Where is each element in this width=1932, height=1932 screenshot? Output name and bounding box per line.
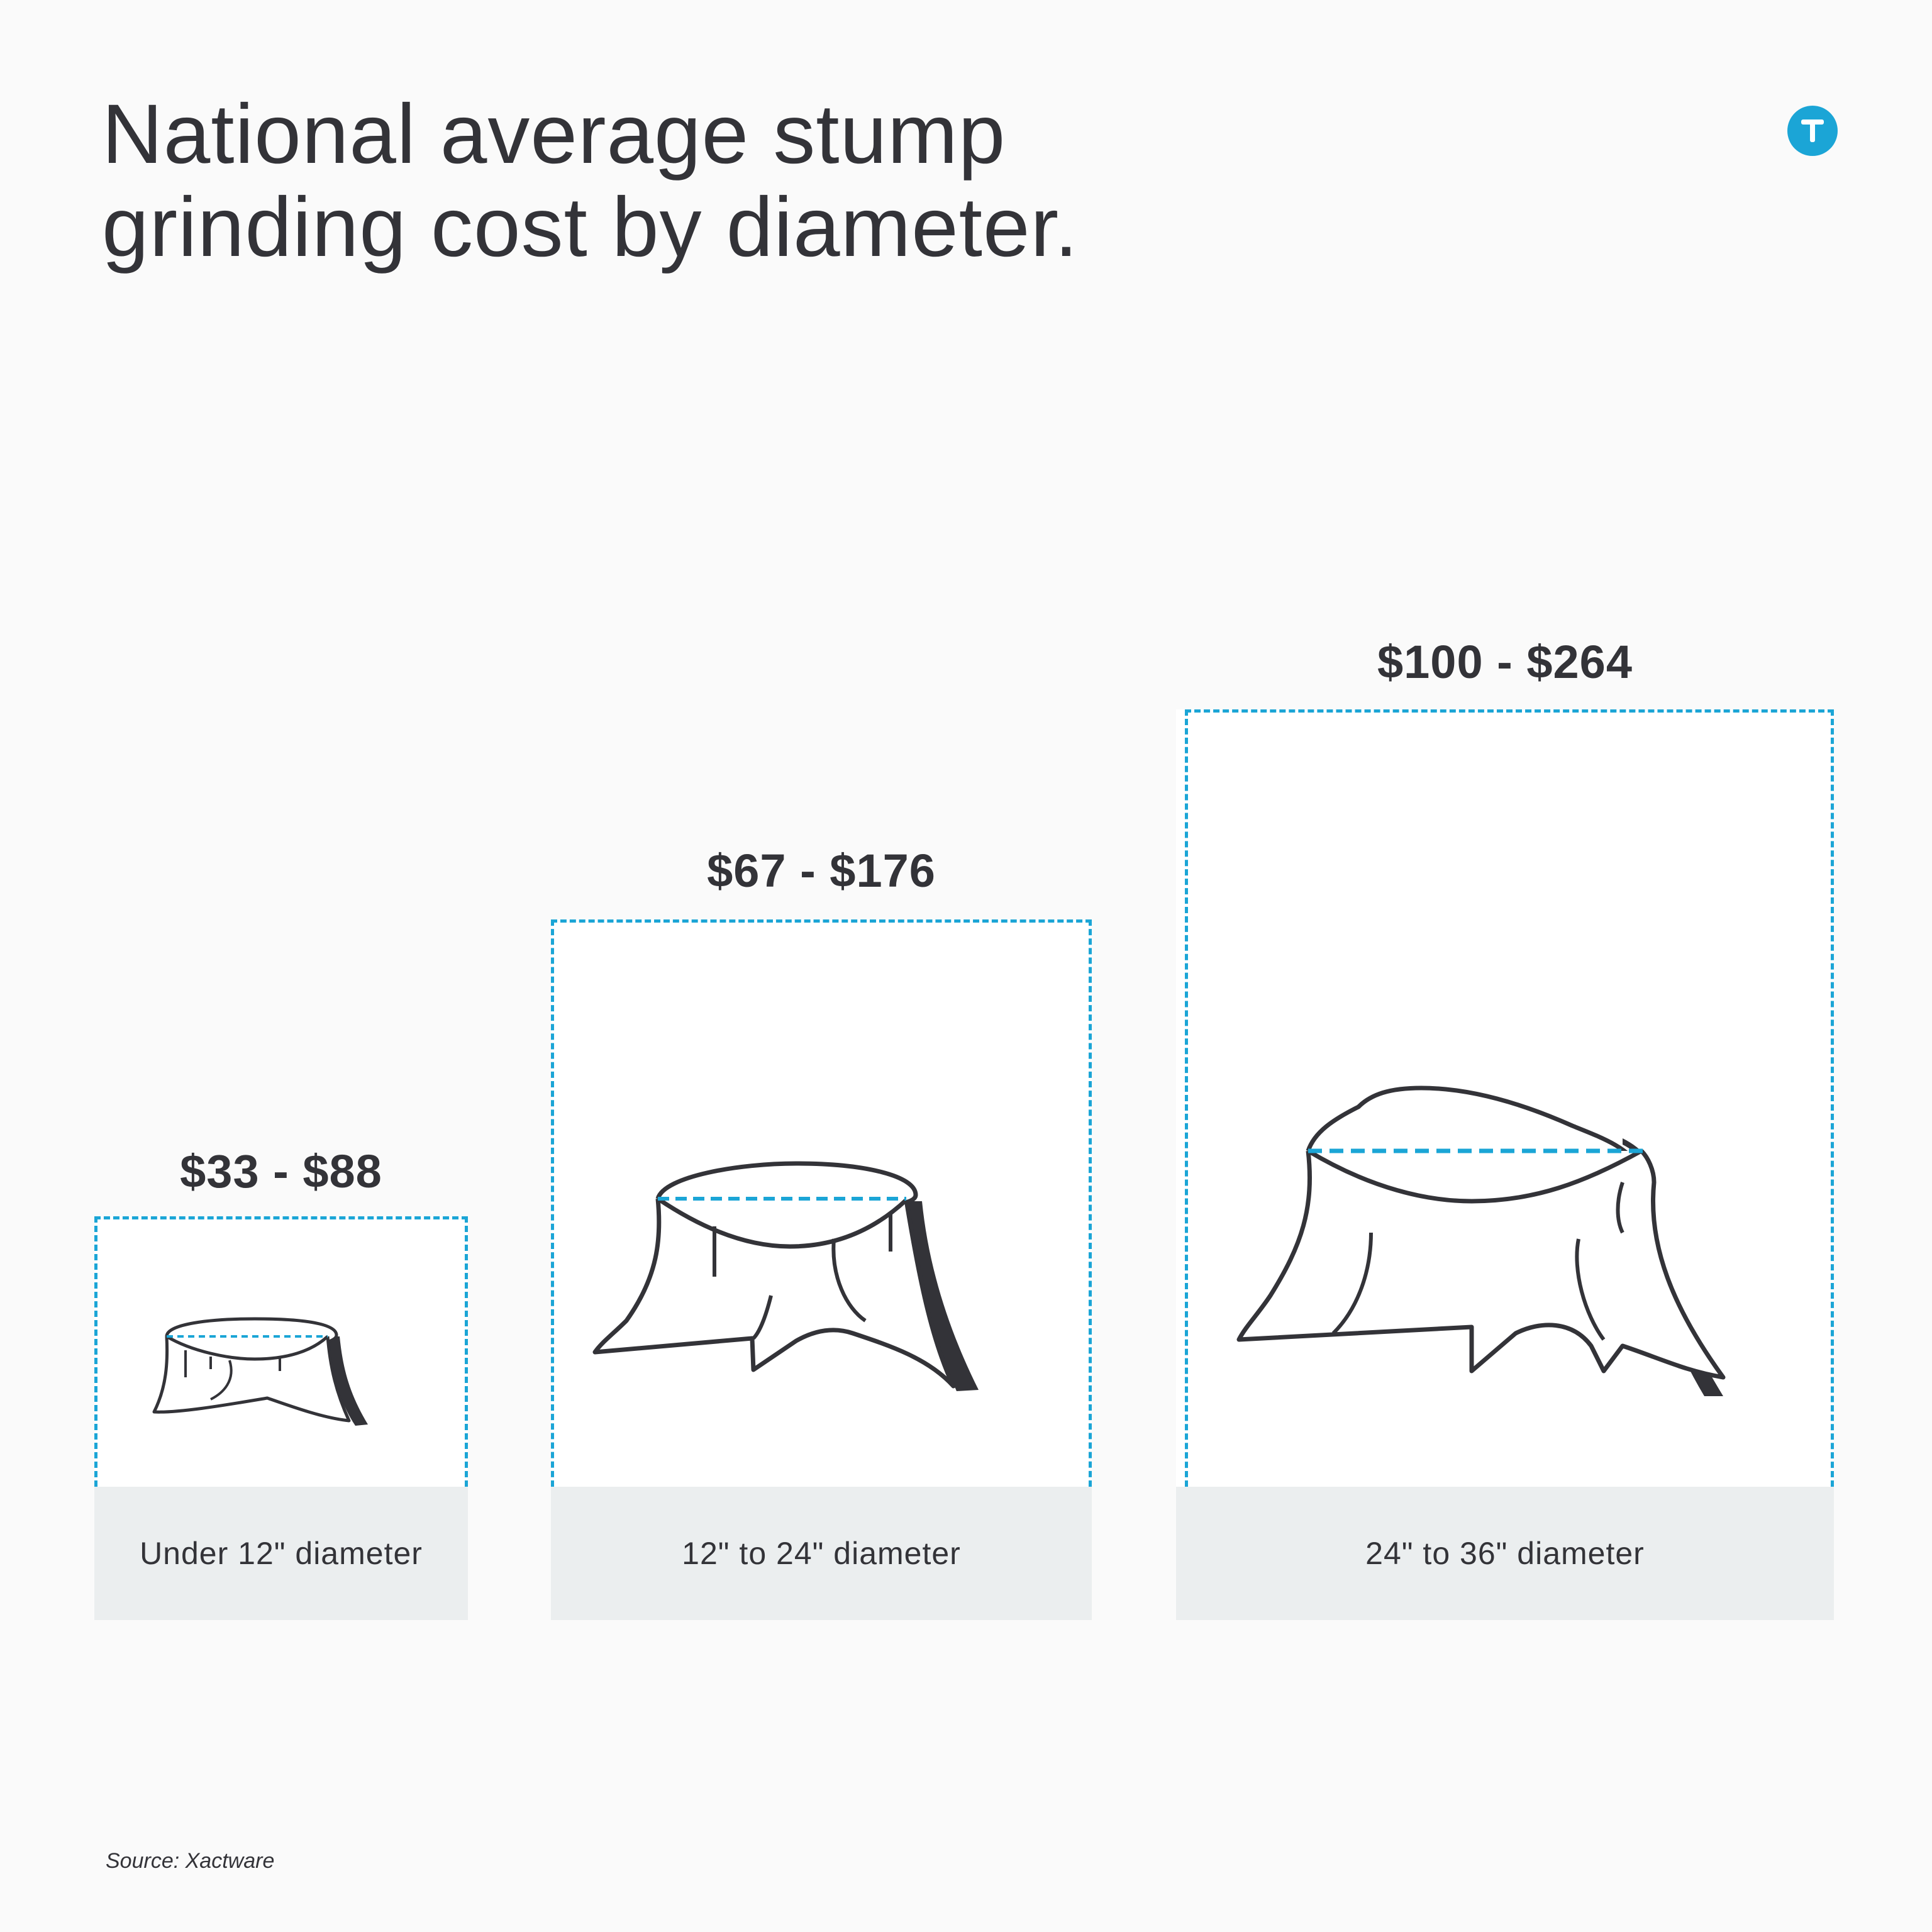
stump-small-illustration	[152, 1317, 368, 1426]
bar-outline	[1185, 709, 1834, 1487]
brand-logo-icon	[1787, 106, 1838, 156]
price-label: $33 - $88	[180, 1145, 382, 1197]
bar-12-to-24: $67 - $176 12" to 24" diameter	[551, 836, 1092, 1623]
bar-24-to-36: $100 - $264 24" to 36" diameter	[1176, 629, 1834, 1623]
bar-fill	[1176, 709, 1834, 1487]
category-label: 24" to 36" diameter	[1176, 1487, 1834, 1620]
bar-outline	[94, 1216, 468, 1487]
chart-title: National average stump grinding cost by …	[102, 88, 1485, 274]
source-note: Source: Xactware	[106, 1849, 275, 1873]
category-label: 12" to 24" diameter	[551, 1487, 1092, 1620]
stump-medium-illustration	[592, 1161, 979, 1391]
category-label: Under 12" diameter	[94, 1487, 468, 1620]
stump-large-illustration	[1236, 1085, 1726, 1396]
bar-under-12: $33 - $88 Under 12" diameter	[94, 1132, 468, 1623]
price-label: $67 - $176	[707, 845, 936, 897]
bar-outline	[551, 919, 1092, 1487]
chart-title-line-2: grinding cost by diameter.	[102, 180, 1079, 274]
chart-title-line-1: National average stump	[102, 87, 1006, 181]
price-label: $100 - $264	[1377, 636, 1633, 688]
